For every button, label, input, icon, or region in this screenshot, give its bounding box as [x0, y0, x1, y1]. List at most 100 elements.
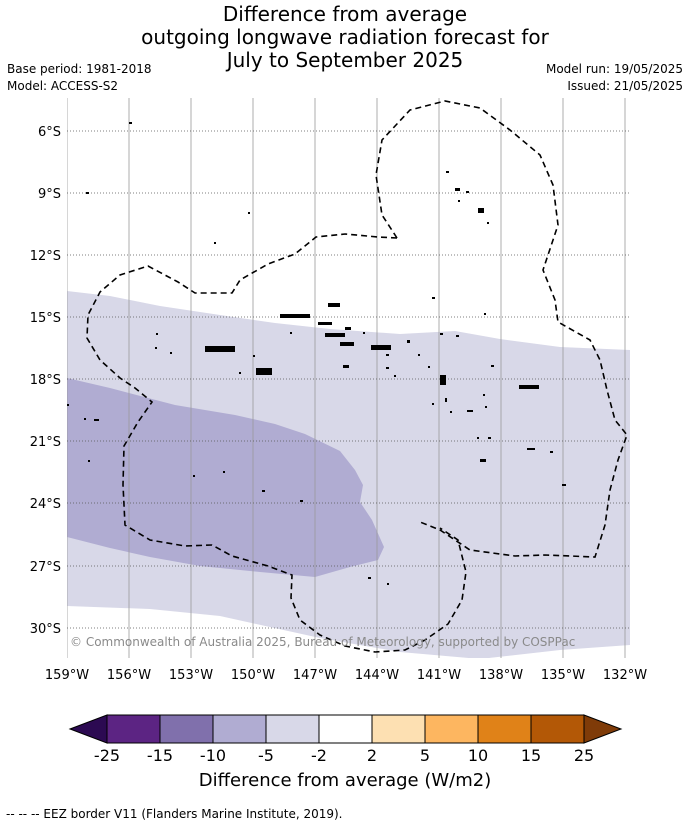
island: [156, 333, 158, 335]
colorbar-tick-label: 5: [420, 746, 430, 765]
island: [418, 354, 420, 356]
eez-borders: [86, 100, 628, 653]
island: [170, 352, 172, 354]
island: [477, 437, 479, 439]
colorbar-segment: [160, 715, 213, 743]
lon-label: 159°W: [45, 668, 89, 683]
anomaly-region-medium: [67, 378, 384, 577]
colorbar: -25 -15 -10 -5 -2 2 5 10 15 25: [68, 714, 623, 765]
colorbar-tick-label: -2: [311, 746, 327, 765]
lon-label: 135°W: [541, 668, 585, 683]
island: [262, 490, 265, 492]
island: [256, 368, 272, 375]
map-title-line-2: outgoing longwave radiation forecast for: [141, 25, 549, 49]
island: [432, 297, 435, 299]
island: [407, 340, 410, 343]
island: [214, 242, 216, 244]
lat-label: 30°S: [30, 622, 61, 637]
island: [455, 188, 460, 191]
island: [387, 583, 389, 585]
island: [84, 418, 86, 420]
lon-label: 150°W: [231, 668, 275, 683]
island: [428, 366, 430, 368]
island: [488, 437, 491, 439]
island: [129, 122, 132, 124]
copyright-text: © Commonwealth of Australia 2025, Bureau…: [70, 635, 575, 649]
island: [483, 394, 485, 396]
map-area: © Commonwealth of Australia 2025, Bureau…: [67, 98, 630, 658]
island: [386, 367, 389, 369]
lon-label: 156°W: [107, 668, 151, 683]
model-run-text: Model run: 19/05/2025: [545, 62, 683, 76]
island: [67, 404, 69, 406]
lat-label: 18°S: [30, 373, 61, 388]
colorbar-segment: [266, 715, 319, 743]
island: [300, 500, 303, 502]
island: [345, 327, 351, 330]
island: [239, 372, 241, 374]
colorbar-segment: [478, 715, 531, 743]
island: [193, 475, 195, 477]
island: [445, 398, 447, 402]
island: [527, 448, 535, 450]
island: [155, 347, 157, 349]
island: [363, 332, 365, 334]
lat-label: 9°S: [38, 187, 61, 202]
island: [491, 365, 494, 367]
map-title-line-1: Difference from average: [222, 2, 468, 26]
colorbar-tick-label: -5: [258, 746, 274, 765]
island: [328, 303, 340, 307]
map-title-line-3: July to September 2025: [226, 48, 464, 72]
colorbar-tick-label: -15: [147, 746, 173, 765]
lat-label: 27°S: [30, 560, 61, 575]
island: [478, 208, 484, 213]
island: [368, 577, 371, 579]
lon-label: 144°W: [355, 668, 399, 683]
base-period-text: Base period: 1981-2018: [7, 62, 152, 76]
lat-label: 12°S: [30, 249, 61, 264]
colorbar-segment: [372, 715, 425, 743]
colorbar-tick-label: -25: [94, 746, 120, 765]
island: [94, 419, 99, 421]
colorbar-extend-high: [583, 714, 623, 744]
island: [466, 191, 469, 193]
island: [86, 192, 89, 194]
colorbar-label: Difference from average (W/m2): [198, 770, 492, 791]
colorbar-segment: [107, 715, 160, 743]
island: [480, 459, 486, 462]
islands: [67, 122, 566, 585]
island: [467, 410, 473, 412]
lon-label: 147°W: [293, 668, 337, 683]
island: [485, 406, 487, 408]
lon-label: 132°W: [603, 668, 647, 683]
lon-label: 138°W: [479, 668, 523, 683]
colorbar-segment: [531, 715, 584, 743]
island: [458, 200, 460, 202]
island: [394, 375, 396, 377]
colorbar-segment: [319, 715, 372, 743]
colorbar-segment: [425, 715, 478, 743]
latitude-gridlines: [67, 130, 630, 629]
colorbar-segment: [213, 715, 266, 743]
colorbar-tick-label: -10: [200, 746, 226, 765]
lat-label: 6°S: [38, 125, 61, 140]
lon-label: 153°W: [169, 668, 213, 683]
colorbar-frame: [106, 714, 585, 744]
island: [318, 322, 332, 325]
island: [386, 354, 389, 356]
island: [484, 313, 486, 315]
island: [290, 332, 292, 334]
island: [550, 451, 553, 453]
island: [88, 460, 90, 462]
island: [248, 212, 250, 214]
island: [440, 375, 446, 385]
colorbar-tick-label: 2: [367, 746, 377, 765]
island: [325, 333, 345, 337]
island: [205, 346, 235, 352]
lat-label: 21°S: [30, 435, 61, 450]
island: [253, 355, 255, 357]
island: [456, 335, 459, 337]
island: [343, 365, 349, 368]
eez-border-west: [86, 233, 467, 653]
